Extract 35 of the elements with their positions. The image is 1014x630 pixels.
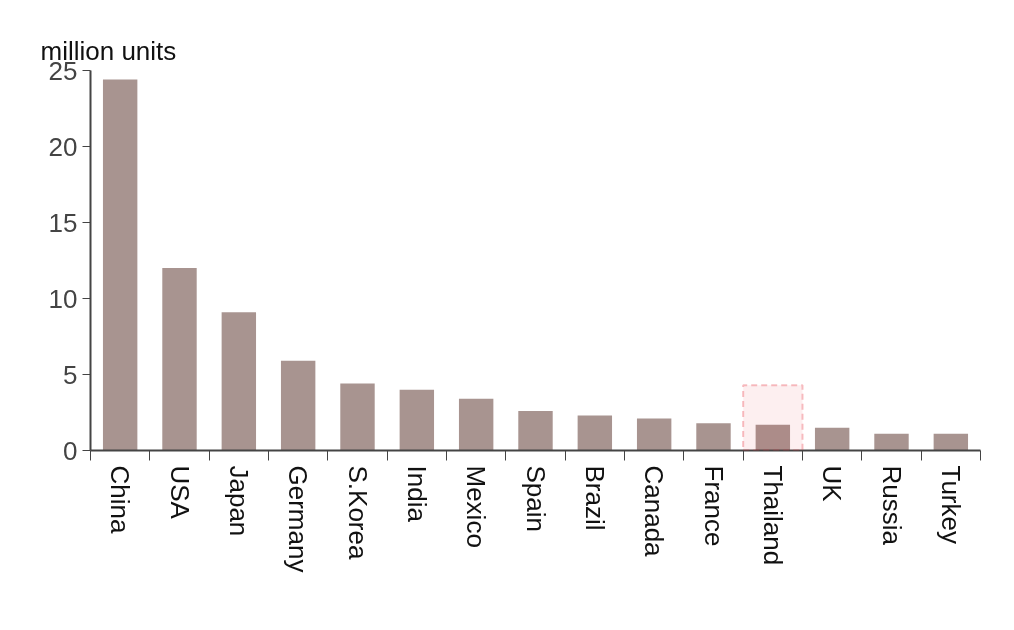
bar: [518, 410, 553, 451]
x-tick-label: India: [401, 465, 432, 523]
x-tick-label: Thailand: [757, 465, 788, 566]
x-tick-label: France: [698, 465, 729, 547]
x-tick-label: Japan: [223, 465, 254, 537]
bar: [102, 79, 138, 451]
x-tick-label: UK: [817, 465, 848, 503]
x-tick-label: Germany: [283, 465, 314, 573]
x-tick-label: USA: [164, 465, 195, 520]
bar: [755, 424, 791, 451]
bar: [636, 418, 672, 451]
y-tick-label: 10: [48, 283, 78, 314]
y-tick-label: 0: [63, 435, 78, 466]
y-tick-label: 15: [48, 207, 78, 238]
bar: [162, 268, 197, 451]
bar: [933, 433, 969, 451]
bar: [340, 383, 375, 451]
y-tick-label: 5: [63, 359, 78, 390]
x-tick-label: Mexico: [461, 465, 492, 548]
bar: [280, 360, 316, 451]
x-tick-label: Turkey: [935, 465, 966, 544]
bar: [577, 415, 613, 451]
x-tick-label: Canada: [639, 465, 670, 558]
bar: [874, 433, 909, 451]
x-tick-label: Spain: [520, 465, 551, 532]
x-tick-label: Russia: [876, 465, 907, 546]
bar: [221, 312, 257, 451]
y-tick-label: 20: [48, 131, 78, 162]
bar: [458, 398, 494, 451]
bar: [814, 427, 850, 451]
bar: [696, 423, 731, 451]
x-tick-label: S.Korea: [342, 465, 373, 560]
bar: [399, 389, 435, 451]
x-tick-label: Brazil: [579, 465, 610, 531]
x-tick-label: China: [105, 465, 136, 534]
